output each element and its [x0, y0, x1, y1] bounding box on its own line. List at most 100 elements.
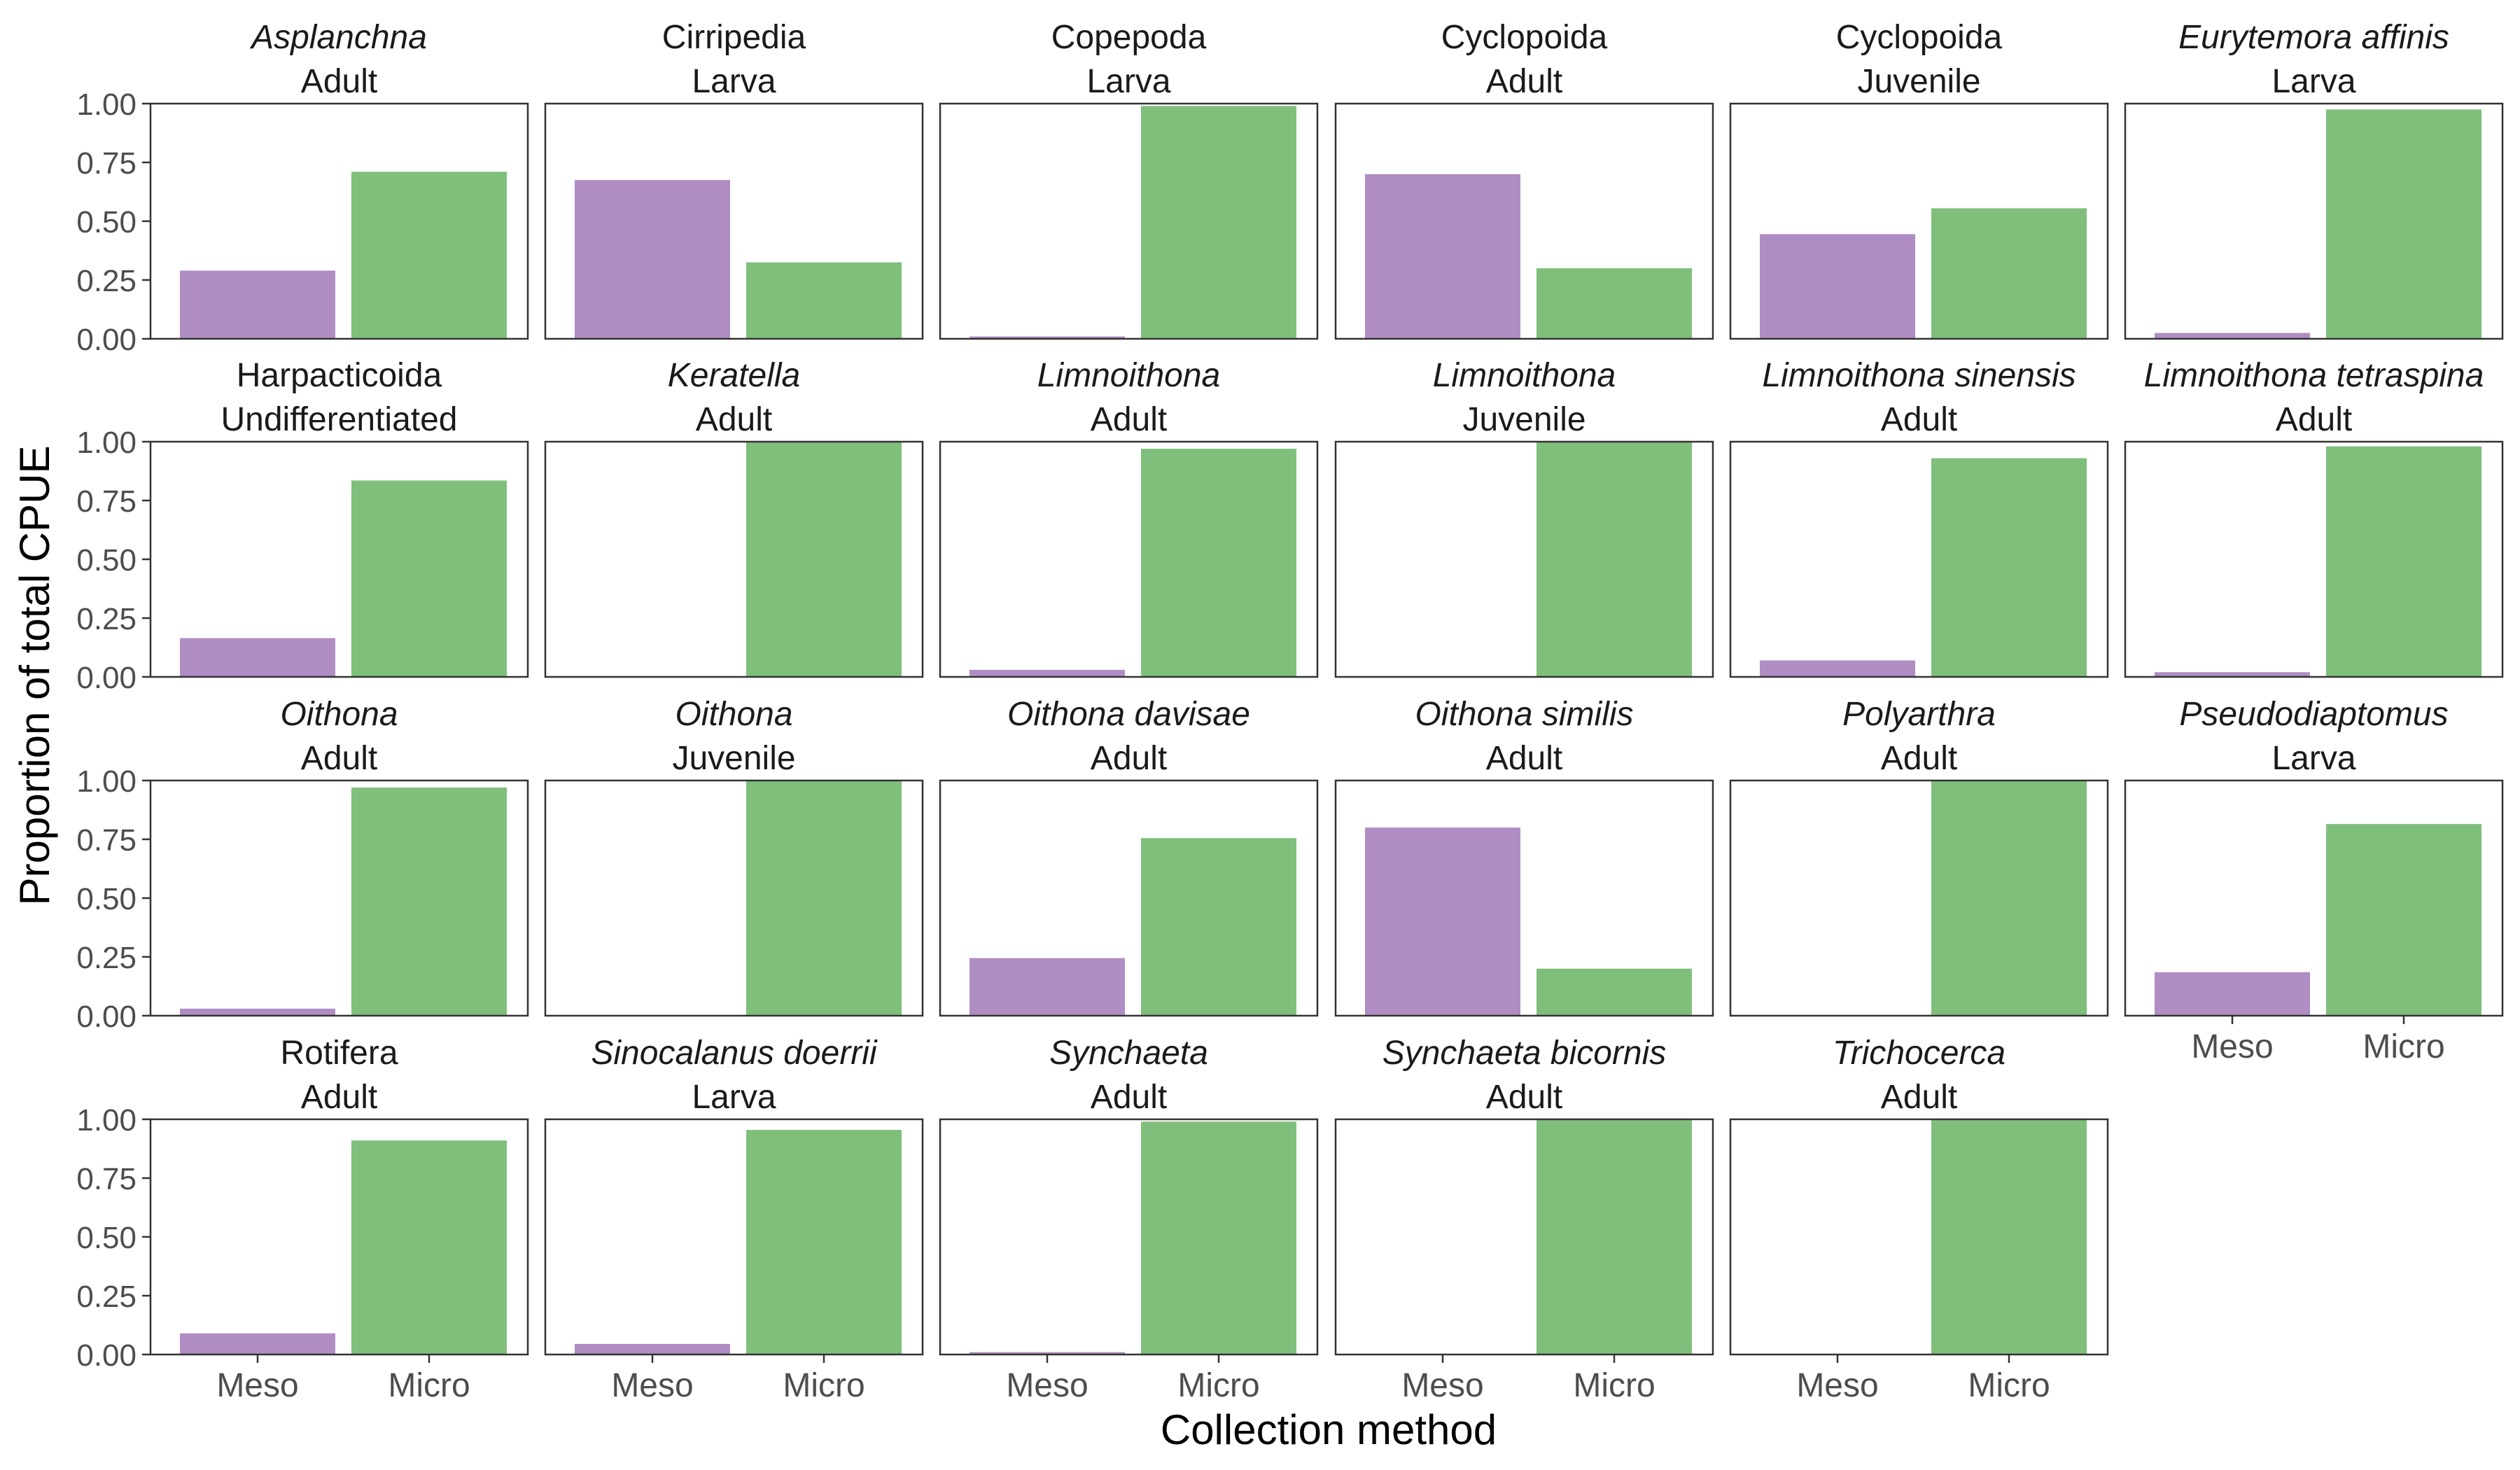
- facet-asplanchna-adult: Asplanchna Adult 0.00 0.25 0.50 0.75 1.00: [76, 19, 529, 357]
- facet-polyarthra-adult: Polyarthra Adult: [1729, 696, 2109, 1017]
- facet-stage-label: Adult: [301, 63, 377, 100]
- y-tick-label: 0.00: [76, 661, 136, 695]
- facet-taxon-label: Oithona: [280, 696, 398, 733]
- facet-sinocalanus-doerrii-larva: Sinocalanus doerrii Larva Meso Micro: [544, 1035, 924, 1404]
- facet-taxon-label: Limnoithona: [1433, 357, 1616, 394]
- panel-border: [939, 440, 1319, 678]
- facet-stage-label: Adult: [301, 1079, 377, 1116]
- x-tick-label-meso: Meso: [1401, 1367, 1483, 1404]
- y-tick-label: 0.25: [76, 264, 136, 298]
- facet-taxon-label: Limnoithona sinensis: [1762, 357, 2076, 394]
- x-tick-label-micro: Micro: [1177, 1367, 1259, 1404]
- panel-border: [1729, 102, 2109, 340]
- bar-micro: [1931, 208, 2087, 339]
- facet-taxon-label: Asplanchna: [249, 19, 427, 56]
- facet-oithona-davisae-adult: Oithona davisae Adult: [939, 696, 1319, 1017]
- facet-stage-label: Adult: [1486, 63, 1562, 100]
- facet-limnoithona-juvenile: Limnoithona Juvenile: [1334, 357, 1714, 678]
- facet-eurytemora-affinis-larva: Eurytemora affinis Larva: [2124, 19, 2504, 340]
- x-tick-label-meso: Meso: [1006, 1367, 1088, 1404]
- x-tick-label-micro: Micro: [783, 1367, 864, 1404]
- facet-stage-label: Adult: [1091, 740, 1167, 777]
- facet-taxon-label: Cirripedia: [662, 19, 806, 56]
- y-tick-label: 0.75: [76, 484, 136, 519]
- facet-stage-label: Juvenile: [1857, 63, 1980, 100]
- y-tick-label: 0.00: [76, 1000, 136, 1034]
- facet-copepoda-larva: Copepoda Larva: [939, 19, 1319, 340]
- bar-meso: [1365, 827, 1520, 1016]
- facet-taxon-label: Synchaeta bicornis: [1382, 1035, 1667, 1072]
- bar-micro: [2326, 109, 2482, 339]
- bar-micro: [1931, 458, 2087, 677]
- facet-taxon-label: Harpacticoida: [237, 357, 442, 394]
- facet-stage-label: Adult: [2276, 401, 2352, 438]
- facet-keratella-adult: Keratella Adult: [544, 357, 924, 678]
- y-tick-label: 1.00: [76, 764, 136, 799]
- facet-stage-label: Larva: [692, 1079, 776, 1116]
- bar-meso: [1365, 174, 1520, 339]
- facet-taxon-label: Sinocalanus doerrii: [591, 1035, 878, 1072]
- bar-micro: [351, 788, 507, 1016]
- bar-meso: [180, 1008, 335, 1016]
- facet-stage-label: Larva: [1086, 63, 1170, 100]
- bar-micro: [1931, 780, 2087, 1016]
- bar-meso: [2155, 972, 2310, 1016]
- panel-border: [1729, 1118, 2109, 1356]
- facet-cirripedia-larva: Cirripedia Larva: [544, 19, 924, 340]
- facet-stage-label: Adult: [1881, 1079, 1957, 1116]
- facet-taxon-label: Oithona similis: [1415, 696, 1633, 733]
- facet-trichocerca-adult: Trichocerca Adult Meso Micro: [1729, 1035, 2109, 1404]
- bar-meso: [2155, 672, 2310, 677]
- facet-stage-label: Adult: [301, 740, 377, 777]
- bar-micro: [351, 480, 507, 677]
- facet-taxon-label: Rotifera: [280, 1035, 398, 1072]
- bar-meso: [1760, 660, 1915, 677]
- bar-micro: [1536, 1119, 1692, 1354]
- facet-taxon-label: Copepoda: [1051, 19, 1207, 56]
- y-tick-label: 0.00: [76, 323, 136, 357]
- panel-border: [2124, 779, 2504, 1017]
- y-tick-label: 0.50: [76, 1221, 136, 1255]
- bar-micro: [746, 442, 902, 677]
- bar-meso: [2155, 332, 2310, 339]
- facet-taxon-label: Limnoithona tetraspina: [2144, 357, 2484, 394]
- facet-cyclopoida-adult: Cyclopoida Adult: [1334, 19, 1714, 340]
- bar-meso: [180, 270, 335, 339]
- bar-micro: [746, 1130, 902, 1354]
- bar-micro: [2326, 824, 2482, 1016]
- bar-meso: [575, 1343, 730, 1354]
- panel-border: [1334, 1118, 1714, 1356]
- facet-harpacticoida-undifferentiated: Harpacticoida Undifferentiated 0.00 0.25 0.5…: [76, 357, 529, 695]
- facet-taxon-label: Eurytemora affinis: [2178, 19, 2449, 56]
- bar-micro: [1536, 268, 1692, 339]
- bar-meso: [575, 180, 730, 339]
- bar-micro: [351, 1140, 507, 1354]
- facet-stage-label: Undifferentiated: [220, 401, 457, 438]
- facet-rotifera-adult: Rotifera Adult 0.00 0.25 0.50 0.75 1.00 Meso Mic…: [76, 1035, 529, 1404]
- facet-limnoithona-sinensis-adult: Limnoithona sinensis Adult: [1729, 357, 2109, 678]
- x-tick-label-micro: Micro: [388, 1367, 470, 1404]
- bar-meso: [969, 669, 1125, 677]
- facet-taxon-label: Synchaeta: [1049, 1035, 1208, 1072]
- facet-stage-label: Adult: [1486, 740, 1562, 777]
- facet-taxon-label: Pseudodiaptomus: [2179, 696, 2448, 733]
- facet-stage-label: Juvenile: [672, 740, 795, 777]
- panel-border: [1729, 440, 2109, 678]
- panel-border: [544, 102, 924, 340]
- bar-micro: [746, 262, 902, 339]
- bar-micro: [351, 172, 507, 339]
- panel-border: [544, 1118, 924, 1356]
- bar-meso: [180, 638, 335, 677]
- y-tick-label: 0.50: [76, 205, 136, 239]
- x-tick-label-micro: Micro: [2362, 1028, 2444, 1065]
- x-tick-label-meso: Meso: [611, 1367, 693, 1404]
- facet-synchaeta-adult: Synchaeta Adult Meso Micro: [939, 1035, 1319, 1404]
- y-axis-title: Proportion of total CPUE: [11, 446, 58, 906]
- panel-border: [544, 779, 924, 1017]
- x-tick-label-meso: Meso: [216, 1367, 298, 1404]
- y-tick-label: 0.75: [76, 1162, 136, 1196]
- bar-micro: [1536, 968, 1692, 1016]
- bar-micro: [1141, 449, 1296, 677]
- panel-border: [2124, 102, 2504, 340]
